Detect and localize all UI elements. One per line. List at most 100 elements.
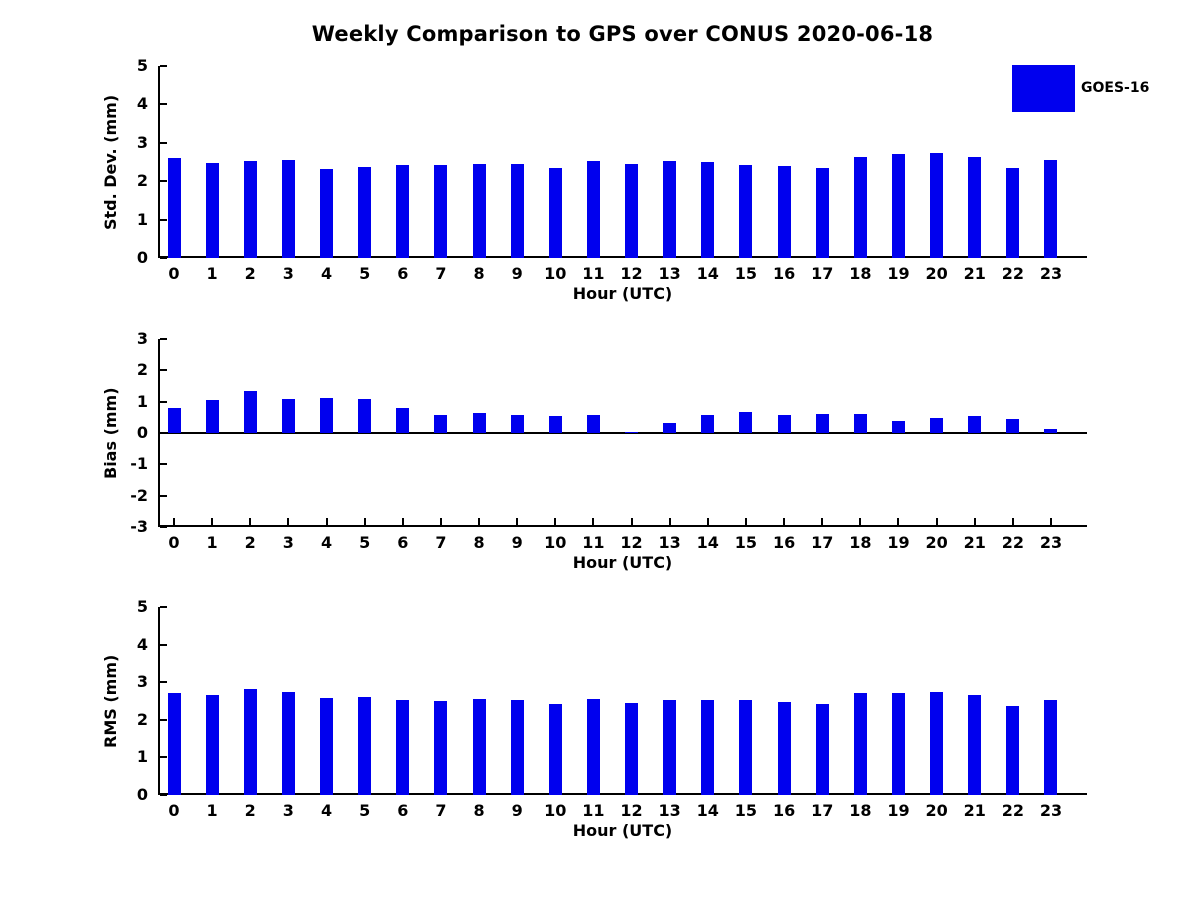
x-axis-line xyxy=(158,256,1087,258)
x-tick-label: 6 xyxy=(397,264,409,283)
bar-std_dev-hour-1 xyxy=(206,162,219,258)
bar-std_dev-hour-20 xyxy=(930,153,943,258)
y-tick-label: 4 xyxy=(136,634,148,654)
y-tick xyxy=(160,681,167,684)
bar-bias-hour-9 xyxy=(511,414,524,433)
y-tick xyxy=(160,218,167,221)
y-tick xyxy=(160,643,167,646)
y-tick xyxy=(160,257,167,259)
x-tick-label: 19 xyxy=(887,533,910,552)
x-tick-label: 0 xyxy=(168,533,180,552)
x-tick-label: 7 xyxy=(435,533,447,552)
y-tick-label: 4 xyxy=(136,94,148,114)
x-tick-label: 2 xyxy=(244,801,256,820)
y-tick-label: 0 xyxy=(136,785,148,804)
y-tick xyxy=(160,756,167,759)
bar-std_dev-hour-23 xyxy=(1044,159,1057,258)
x-tick-label: 11 xyxy=(582,264,605,283)
bar-bias-hour-6 xyxy=(396,407,409,433)
bar-bias-hour-19 xyxy=(892,421,905,433)
bar-std_dev-hour-3 xyxy=(282,160,295,258)
bar-rms-hour-21 xyxy=(968,694,981,795)
y-tick-label: 0 xyxy=(136,248,148,267)
x-tick-label: 19 xyxy=(887,264,910,283)
x-tick-label: 2 xyxy=(244,264,256,283)
bar-bias-hour-12 xyxy=(625,431,638,433)
x-tick-label: 17 xyxy=(811,264,834,283)
x-tick-label: 16 xyxy=(772,533,796,552)
bar-rms-hour-23 xyxy=(1044,699,1057,795)
bar-bias-hour-22 xyxy=(1006,418,1019,433)
x-tick-label: 19 xyxy=(887,801,910,820)
bar-rms-hour-1 xyxy=(206,694,219,795)
bar-rms-hour-6 xyxy=(396,699,409,795)
x-tick-label: 13 xyxy=(658,264,681,283)
bar-rms-hour-10 xyxy=(549,704,562,795)
bar-std_dev-hour-11 xyxy=(587,161,600,258)
x-tick-label: 21 xyxy=(963,801,986,820)
y-tick-label: 3 xyxy=(136,329,148,348)
x-axis-label: Hour (UTC) xyxy=(572,553,673,572)
y-tick-label: 2 xyxy=(136,171,148,191)
x-tick-label: 15 xyxy=(734,801,758,820)
y-tick xyxy=(160,141,167,144)
x-tick-label: 8 xyxy=(473,801,485,820)
y-axis-line xyxy=(158,66,160,258)
x-tick-label: 20 xyxy=(925,801,948,820)
x-axis-label: Hour (UTC) xyxy=(572,821,673,840)
bar-bias-hour-21 xyxy=(968,415,981,433)
bar-rms-hour-13 xyxy=(663,700,676,795)
bar-std_dev-hour-8 xyxy=(473,163,486,258)
bar-std_dev-hour-13 xyxy=(663,161,676,258)
bar-bias-hour-14 xyxy=(701,415,714,433)
bar-std_dev-hour-21 xyxy=(968,156,981,258)
y-tick-label: 2 xyxy=(136,360,148,380)
x-tick-label: 23 xyxy=(1039,801,1063,820)
y-tick-label: -1 xyxy=(130,454,148,474)
x-tick xyxy=(478,518,481,525)
bar-bias-hour-7 xyxy=(434,414,447,433)
y-tick-label: 5 xyxy=(136,56,148,75)
x-tick-label: 12 xyxy=(620,264,643,283)
bar-rms-hour-15 xyxy=(739,699,752,795)
x-tick xyxy=(363,518,366,525)
y-tick xyxy=(160,369,167,372)
x-tick-label: 18 xyxy=(849,533,872,552)
x-tick-label: 6 xyxy=(397,533,409,552)
x-tick-label: 12 xyxy=(620,801,643,820)
y-tick-label: -3 xyxy=(130,517,148,536)
x-tick-label: 2 xyxy=(244,533,256,552)
legend-swatch-goes16 xyxy=(1012,65,1075,112)
x-tick-label: 9 xyxy=(511,801,523,820)
bar-std_dev-hour-22 xyxy=(1006,168,1019,258)
x-tick xyxy=(897,518,900,525)
y-tick xyxy=(160,494,167,497)
x-tick-label: 23 xyxy=(1039,264,1063,283)
x-tick xyxy=(439,518,442,525)
y-axis-line xyxy=(158,607,160,795)
bar-rms-hour-17 xyxy=(816,704,829,795)
x-tick xyxy=(1011,518,1014,525)
x-tick-label: 1 xyxy=(206,533,218,552)
x-tick-label: 15 xyxy=(734,533,758,552)
bar-std_dev-hour-18 xyxy=(854,156,867,258)
y-tick xyxy=(160,180,167,183)
x-tick-label: 1 xyxy=(206,264,218,283)
y-tick-label: 0 xyxy=(136,423,148,442)
bar-bias-hour-17 xyxy=(816,413,829,433)
bar-rms-hour-14 xyxy=(701,699,714,795)
x-tick-label: 0 xyxy=(168,801,180,820)
bar-std_dev-hour-9 xyxy=(511,163,524,258)
x-axis-line xyxy=(158,793,1087,795)
x-tick-label: 20 xyxy=(925,264,948,283)
bar-std_dev-hour-0 xyxy=(168,158,181,258)
y-tick-label: 1 xyxy=(136,209,148,229)
x-tick-label: 17 xyxy=(811,533,834,552)
y-tick-label: 1 xyxy=(136,391,148,411)
x-tick xyxy=(173,518,175,525)
x-tick-label: 11 xyxy=(582,533,605,552)
x-tick-label: 22 xyxy=(1001,533,1024,552)
bar-std_dev-hour-5 xyxy=(358,166,371,258)
